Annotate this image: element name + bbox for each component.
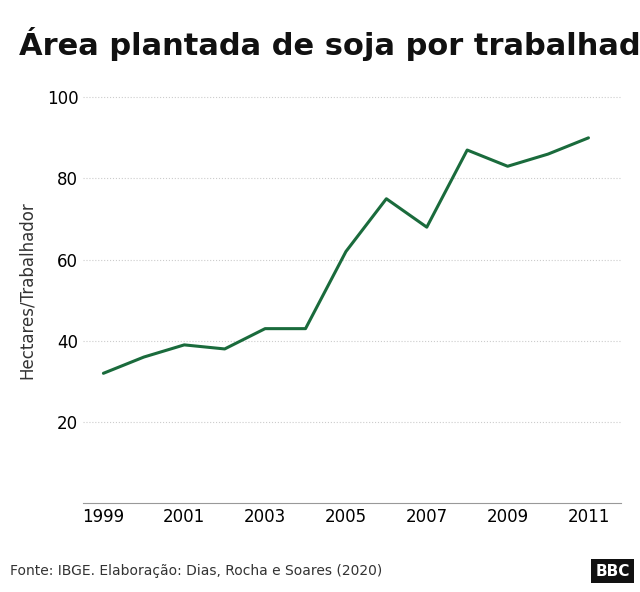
Text: Fonte: IBGE. Elaboração: Dias, Rocha e Soares (2020): Fonte: IBGE. Elaboração: Dias, Rocha e S… xyxy=(10,564,382,578)
Y-axis label: Hectares/Trabalhador: Hectares/Trabalhador xyxy=(18,201,36,379)
Text: Área plantada de soja por trabalhador: Área plantada de soja por trabalhador xyxy=(19,27,640,60)
Text: BBC: BBC xyxy=(595,564,630,579)
